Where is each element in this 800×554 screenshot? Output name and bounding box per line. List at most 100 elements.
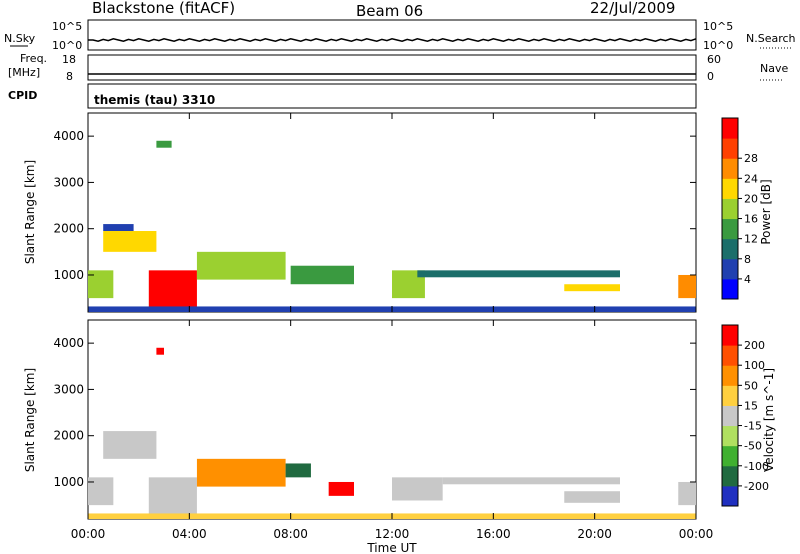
- heatmap-cell: [417, 270, 620, 278]
- nave-label: Nave: [760, 62, 788, 75]
- power-y-label: Slant Range [km]: [23, 160, 37, 264]
- velocity-panel: 1000 2000 3000 4000 Slant Range [km] 200 100…: [23, 319, 776, 520]
- heatmap-cell: [103, 231, 157, 252]
- heatmap-cell: [392, 477, 443, 501]
- x-tick-label: 12:00: [375, 527, 410, 541]
- x-axis-label: Time UT: [366, 541, 417, 554]
- velocity-colorbar: 200 100 50 15 -15 -50 -100 -200: [721, 324, 769, 507]
- colorbar-tick-label: -50: [744, 440, 762, 453]
- nsearch-tick-bottom: 10^0: [703, 39, 733, 52]
- nsky-label: N.Sky: [4, 32, 36, 45]
- heatmap-cell: [564, 491, 620, 503]
- colorbar-swatch: [722, 345, 738, 366]
- y-tick-label: 2000: [53, 429, 84, 443]
- colorbar-tick-label: -15: [744, 420, 762, 433]
- x-tick-label: 16:00: [476, 527, 511, 541]
- heatmap-cell: [678, 481, 696, 506]
- power-colorbar-label: Power [dB]: [759, 179, 773, 244]
- heatmap-cell: [196, 251, 286, 280]
- nsky-trace: [88, 38, 697, 42]
- freq-tick-top: 18: [62, 53, 76, 66]
- freq-unit-label: [MHz]: [8, 66, 40, 79]
- colorbar-tick-label: 12: [744, 233, 758, 246]
- freq-tick-bottom: 8: [66, 70, 73, 83]
- cpid-frame: [87, 83, 697, 109]
- heatmap-cell: [678, 274, 696, 299]
- nsky-tick-bottom: 10^0: [52, 39, 82, 52]
- x-tick-label: 08:00: [273, 527, 308, 541]
- heatmap-cell: [328, 481, 354, 496]
- colorbar-swatch: [722, 385, 738, 406]
- colorbar-tick-label: 50: [744, 379, 758, 392]
- y-tick-label: 2000: [53, 222, 84, 236]
- colorbar-swatch: [722, 465, 738, 487]
- nsky-tick-top: 10^5: [52, 20, 82, 33]
- colorbar-tick-label: 28: [744, 152, 758, 165]
- y-tick-label: 3000: [53, 382, 84, 396]
- colorbar-swatch: [722, 198, 738, 220]
- colorbar-swatch: [722, 238, 738, 260]
- freq-label: Freq.: [20, 52, 47, 65]
- freq-frame: [87, 54, 697, 81]
- power-panel: 1000 2000 3000 4000 Slant Range [km] 4 8 12 16…: [23, 112, 773, 313]
- x-tick-label: 00:00: [679, 527, 714, 541]
- heatmap-cell: [156, 347, 164, 355]
- colorbar-tick-label: 16: [744, 213, 758, 226]
- colorbar-swatch: [722, 178, 738, 199]
- colorbar-tick-label: 100: [744, 359, 765, 372]
- nsky-frame: [87, 19, 697, 51]
- colorbar-swatch: [722, 485, 738, 507]
- cpid-value: themis (tau) 3310: [94, 93, 215, 107]
- heatmap-cell: [148, 477, 197, 515]
- y-tick-label: 3000: [53, 175, 84, 189]
- colorbar-swatch: [722, 138, 738, 159]
- colorbar-swatch: [722, 365, 738, 386]
- date-title: 22/Jul/2009: [590, 0, 675, 17]
- heatmap-cell: [564, 284, 620, 292]
- y-tick-label: 4000: [53, 129, 84, 143]
- colorbar-tick-label: -100: [744, 460, 769, 473]
- colorbar-swatch: [722, 158, 738, 179]
- colorbar-tick-label: 200: [744, 339, 765, 352]
- heatmap-cell: [285, 463, 311, 478]
- colorbar-frame: [721, 117, 739, 300]
- colorbar-tick-label: -200: [744, 480, 769, 493]
- colorbar-swatch: [722, 218, 738, 240]
- nsearch-tick-top: 10^5: [703, 20, 733, 33]
- colorbar-frame: [721, 324, 739, 507]
- colorbar-swatch: [722, 425, 738, 447]
- velocity-y-label: Slant Range [km]: [23, 368, 37, 472]
- nave-tick-top: 60: [707, 53, 721, 66]
- colorbar-tick-label: 4: [744, 273, 751, 286]
- colorbar-swatch: [722, 258, 738, 280]
- colorbar-tick-label: 15: [744, 399, 758, 412]
- colorbar-tick-label: 24: [744, 172, 758, 185]
- nsky-panel: N.Sky 10^5 10^0 10^5 10^0 N.Search: [4, 19, 796, 52]
- y-tick-label: 1000: [53, 268, 84, 282]
- colorbar-swatch: [722, 445, 738, 467]
- beam-title: Beam 06: [356, 2, 423, 20]
- power-y-ticks: 1000 2000 3000 4000: [53, 129, 696, 282]
- heatmap-cell: [442, 477, 620, 485]
- heatmap-cell: [103, 224, 134, 232]
- heatmap-cell: [148, 270, 197, 312]
- power-colorbar: 4 8 12 16 20 24 28: [721, 117, 758, 300]
- nsky-line: [88, 38, 697, 42]
- station-title: Blackstone (fitACF): [92, 0, 235, 17]
- cpid-label: CPID: [8, 89, 37, 102]
- y-tick-label: 1000: [53, 475, 84, 489]
- heatmap-cell: [103, 431, 157, 459]
- colorbar-tick-label: 8: [744, 253, 751, 266]
- heatmap-cell: [290, 265, 354, 285]
- nsearch-label: N.Search: [746, 32, 796, 45]
- freq-panel: Freq. [MHz] 18 8 60 0 Nave: [8, 52, 788, 83]
- cpid-panel: CPID themis (tau) 3310: [8, 83, 697, 109]
- x-tick-label: 04:00: [172, 527, 207, 541]
- colorbar-swatch: [722, 405, 738, 427]
- colorbar-swatch: [722, 118, 738, 139]
- colorbar-swatch: [722, 325, 738, 346]
- heatmap-cell: [156, 140, 172, 148]
- colorbar-tick-label: 20: [744, 192, 758, 205]
- x-axis-ticks: 00:00 04:00 08:00 12:00 16:00 20:00 00:00: [71, 113, 714, 541]
